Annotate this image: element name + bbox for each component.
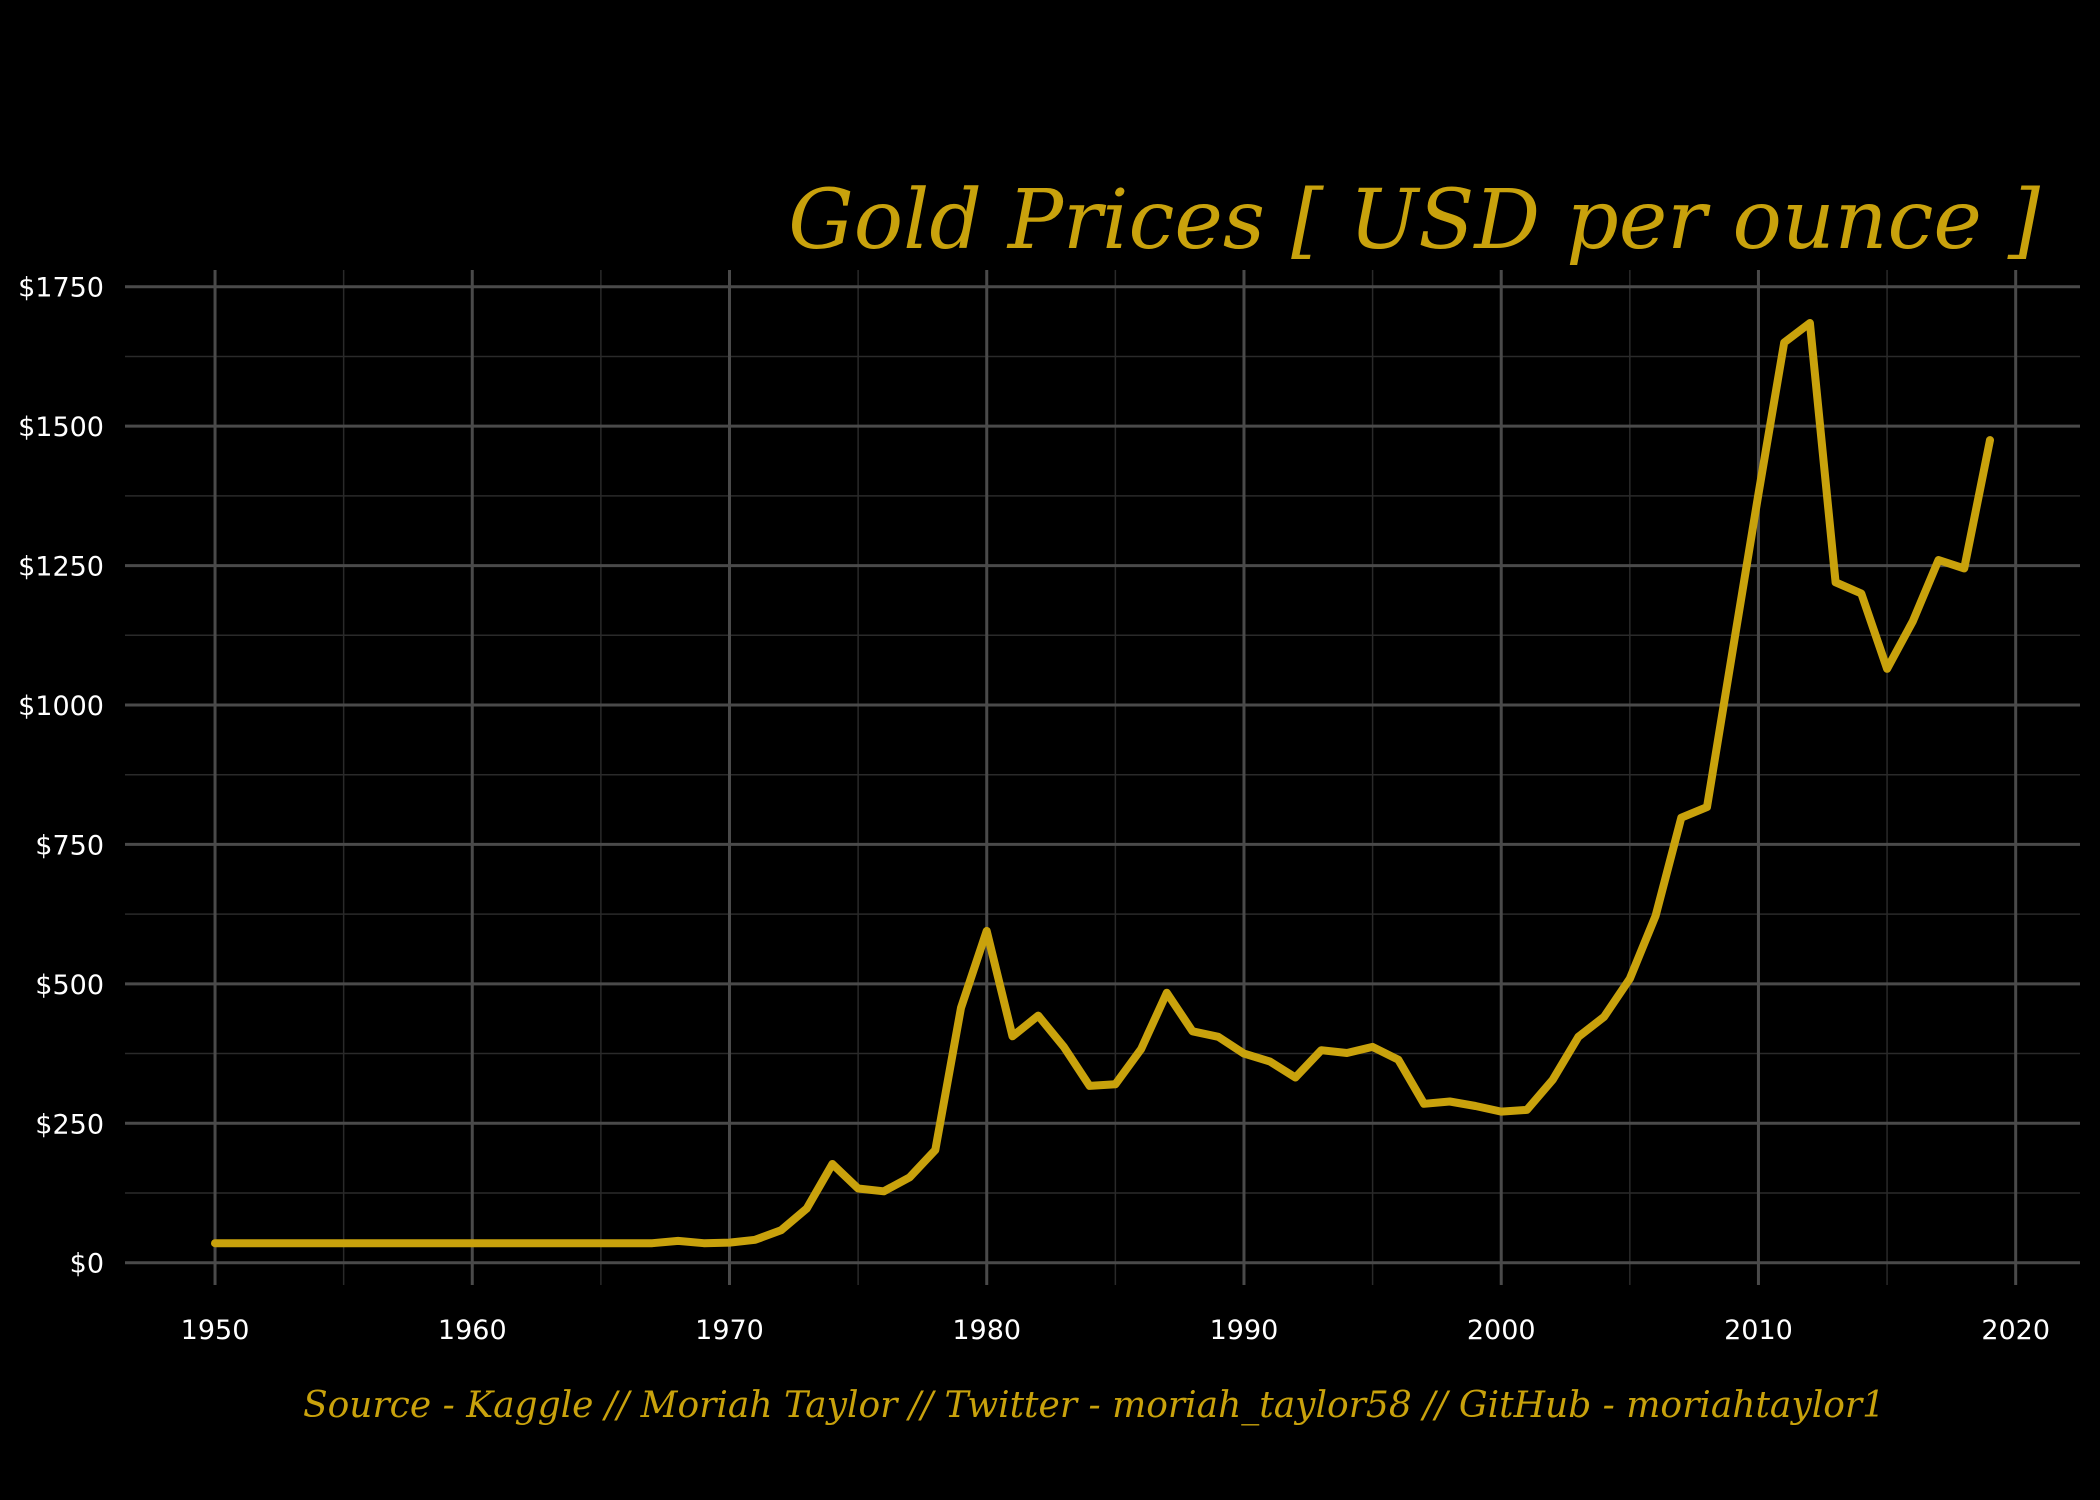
x-tick-label: 1950 <box>181 1315 250 1346</box>
x-axis-ticks: 1950 1960 1970 1980 1990 2000 2010 2020 <box>181 1315 2050 1346</box>
y-tick-label: $0 <box>70 1249 104 1280</box>
x-tick-label: 2020 <box>1981 1315 2050 1346</box>
y-tick-label: $1500 <box>18 412 104 443</box>
x-tick-label: 1980 <box>952 1315 1021 1346</box>
grid-lines <box>125 270 2080 1285</box>
y-tick-label: $500 <box>35 970 104 1001</box>
x-tick-label: 1970 <box>695 1315 764 1346</box>
x-tick-label: 1960 <box>438 1315 507 1346</box>
y-axis-ticks: $0 $250 $500 $750 $1000 $1250 $1500 $1750 <box>18 273 104 1280</box>
chart-caption: Source - Kaggle // Moriah Taylor // Twit… <box>303 1385 1885 1426</box>
x-tick-label: 1990 <box>1210 1315 1279 1346</box>
x-tick-label: 2010 <box>1724 1315 1793 1346</box>
x-tick-label: 2000 <box>1467 1315 1536 1346</box>
y-tick-label: $1750 <box>18 273 104 304</box>
y-tick-label: $750 <box>35 830 104 861</box>
y-tick-label: $250 <box>35 1109 104 1140</box>
y-tick-label: $1250 <box>18 552 104 583</box>
y-tick-label: $1000 <box>18 691 104 722</box>
chart-title: Gold Prices [ USD per ounce ] <box>788 173 2041 268</box>
gold-price-line <box>211 319 1994 1248</box>
